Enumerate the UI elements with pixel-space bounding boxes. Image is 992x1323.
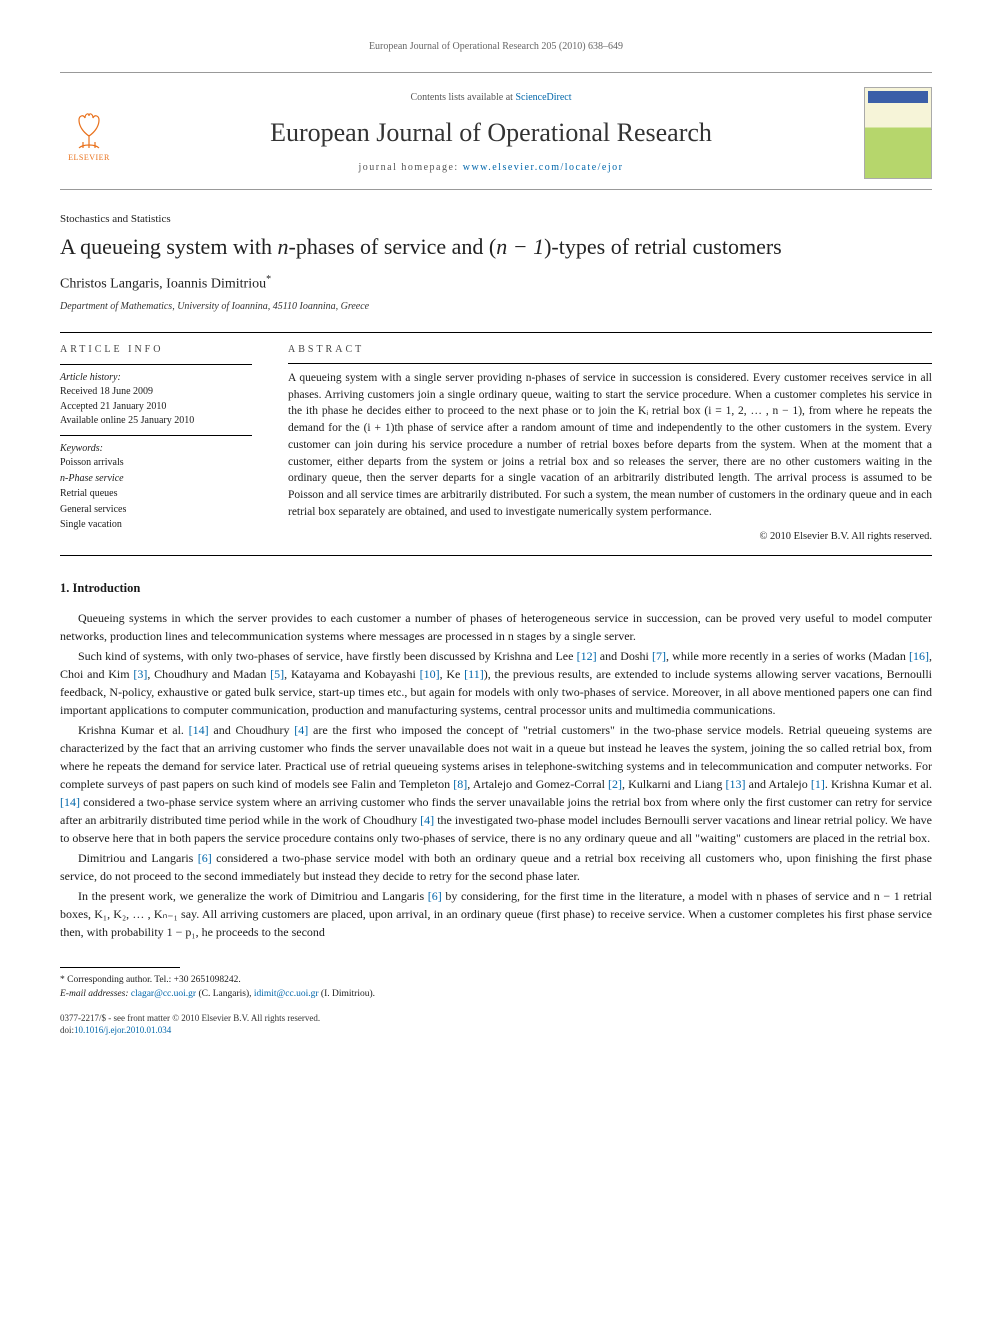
ref-link[interactable]: [1] xyxy=(811,777,825,791)
intro-heading: 1. Introduction xyxy=(60,580,932,598)
paper-title: A queueing system with n-phases of servi… xyxy=(60,233,932,261)
title-part-c: )-types of retrial customers xyxy=(544,234,782,259)
article-info: ARTICLE INFO Article history: Received 1… xyxy=(60,333,270,555)
received-date: Received 18 June 2009 xyxy=(60,385,252,400)
ref-link[interactable]: [13] xyxy=(726,777,746,791)
intro-p5: In the present work, we generalize the w… xyxy=(60,887,932,941)
title-n1: n xyxy=(278,234,289,259)
homepage-link[interactable]: www.elsevier.com/locate/ejor xyxy=(463,162,624,173)
issn-line: 0377-2217/$ - see front matter © 2010 El… xyxy=(60,1013,932,1025)
abstract-block: ABSTRACT A queueing system with a single… xyxy=(270,333,932,555)
affiliation: Department of Mathematics, University of… xyxy=(60,300,932,314)
ref-link[interactable]: [16] xyxy=(909,649,929,663)
section-label: Stochastics and Statistics xyxy=(60,212,932,227)
ref-link[interactable]: [6] xyxy=(428,889,442,903)
keyword: Retrial queues xyxy=(60,487,252,502)
ref-link[interactable]: [3] xyxy=(133,667,147,681)
elsevier-tree-icon xyxy=(65,108,113,152)
ref-link[interactable]: [4] xyxy=(420,813,434,827)
keyword-list: Poisson arrivals n-Phase service Retrial… xyxy=(60,456,252,533)
footnote-rule xyxy=(60,967,180,968)
accepted-date: Accepted 21 January 2010 xyxy=(60,400,252,415)
keywords-label: Keywords: xyxy=(60,442,252,457)
online-date: Available online 25 January 2010 xyxy=(60,414,252,429)
author-names: Christos Langaris, Ioannis Dimitriou xyxy=(60,277,266,292)
ref-link[interactable]: [6] xyxy=(198,851,212,865)
title-n2: n − 1 xyxy=(496,234,544,259)
intro-p2: Such kind of systems, with only two-phas… xyxy=(60,647,932,719)
intro-p1: Queueing systems in which the server pro… xyxy=(60,609,932,645)
contents-prefix: Contents lists available at xyxy=(410,92,515,103)
article-info-heading: ARTICLE INFO xyxy=(60,343,252,365)
abstract-copyright: © 2010 Elsevier B.V. All rights reserved… xyxy=(288,530,932,545)
email1-who: (C. Langaris), xyxy=(196,989,254,999)
email-footnote: E-mail addresses: clagar@cc.uoi.gr (C. L… xyxy=(60,988,932,1001)
contents-lists: Contents lists available at ScienceDirec… xyxy=(134,91,848,105)
doi-link[interactable]: 10.1016/j.ejor.2010.01.034 xyxy=(74,1025,171,1035)
email-label: E-mail addresses: xyxy=(60,989,131,999)
keyword: Poisson arrivals xyxy=(60,456,252,471)
elsevier-logo: ELSEVIER xyxy=(60,103,118,163)
ref-link[interactable]: [14] xyxy=(60,795,80,809)
journal-cover-thumb xyxy=(864,87,932,179)
email-link[interactable]: clagar@cc.uoi.gr xyxy=(131,989,196,999)
ref-link[interactable]: [4] xyxy=(294,723,308,737)
ref-link[interactable]: [10] xyxy=(420,667,440,681)
email2-who: (I. Dimitriou). xyxy=(319,989,375,999)
sciencedirect-link[interactable]: ScienceDirect xyxy=(515,92,571,103)
keyword: General services xyxy=(60,503,252,518)
running-header: European Journal of Operational Research… xyxy=(60,40,932,54)
keyword: n-Phase service xyxy=(60,472,252,487)
ref-link[interactable]: [12] xyxy=(577,649,597,663)
ref-link[interactable]: [2] xyxy=(608,777,622,791)
corresponding-footnote: * Corresponding author. Tel.: +30 265109… xyxy=(60,974,932,987)
ref-link[interactable]: [7] xyxy=(652,649,666,663)
ref-link[interactable]: [8] xyxy=(453,777,467,791)
authors: Christos Langaris, Ioannis Dimitriou* xyxy=(60,273,932,294)
intro-p4: Dimitriou and Langaris [6] considered a … xyxy=(60,849,932,885)
info-abstract-row: ARTICLE INFO Article history: Received 1… xyxy=(60,332,932,556)
journal-banner: ELSEVIER Contents lists available at Sci… xyxy=(60,72,932,190)
journal-name: European Journal of Operational Research xyxy=(134,115,848,151)
email-link[interactable]: idimit@cc.uoi.gr xyxy=(254,989,319,999)
publisher-name: ELSEVIER xyxy=(68,152,110,163)
corresponding-mark: * xyxy=(266,274,271,285)
title-part-a: A queueing system with xyxy=(60,234,278,259)
keyword: Single vacation xyxy=(60,518,252,533)
page-footer: 0377-2217/$ - see front matter © 2010 El… xyxy=(60,1013,932,1036)
intro-p3: Krishna Kumar et al. [14] and Choudhury … xyxy=(60,721,932,847)
homepage-prefix: journal homepage: xyxy=(359,162,463,173)
journal-homepage: journal homepage: www.elsevier.com/locat… xyxy=(134,161,848,175)
history-label: Article history: xyxy=(60,371,252,386)
title-part-b: -phases of service and ( xyxy=(289,234,497,259)
ref-link[interactable]: [5] xyxy=(270,667,284,681)
doi-line: doi:10.1016/j.ejor.2010.01.034 xyxy=(60,1025,932,1037)
ref-link[interactable]: [14] xyxy=(189,723,209,737)
abstract-text: A queueing system with a single server p… xyxy=(288,370,932,520)
ref-link[interactable]: [11] xyxy=(464,667,484,681)
abstract-heading: ABSTRACT xyxy=(288,343,932,364)
